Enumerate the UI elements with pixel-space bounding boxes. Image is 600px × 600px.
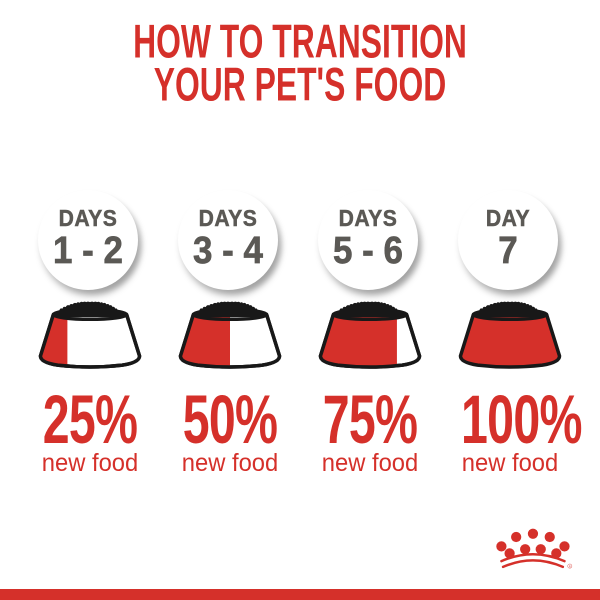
svg-text:R: R xyxy=(569,565,571,568)
